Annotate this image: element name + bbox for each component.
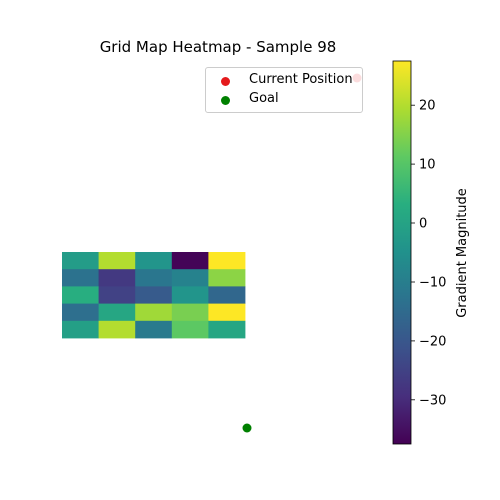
legend: Current Position Goal [205,67,363,113]
legend-item-goal: Goal [206,90,362,110]
heatmap-cell [98,252,136,270]
colorbar-ticks: 20 10 0 −10 −20 −30 [411,99,446,408]
heatmap-grid [62,252,246,339]
heatmap-cell [62,303,99,322]
colorbar-tick-label: −10 [419,276,446,291]
colorbar-gradient [392,60,412,445]
heatmap-cell [171,252,209,270]
heatmap-cell [208,252,246,270]
colorbar-tick-label: −30 [419,393,446,408]
heatmap-cell [135,286,173,304]
colorbar-label: Gradient Magnitude [455,188,470,318]
chart-title: Grid Map Heatmap - Sample 98 [100,38,337,56]
heatmap-cell [208,269,246,287]
heatmap-cell [135,320,173,339]
legend-label-current-position: Current Position [249,72,353,87]
heatmap-cell [171,303,209,322]
heatmap-cell [135,252,173,270]
legend-item-current-position: Current Position [206,71,362,91]
colorbar-tick-label: −20 [419,334,446,349]
heatmap-cell [98,269,136,287]
heatmap-cell [98,303,136,322]
legend-label-goal: Goal [249,91,279,106]
heatmap-cell [62,269,99,287]
green-dot-icon [221,96,230,105]
colorbar-tick-label: 20 [419,99,436,114]
heatmap-cell [62,252,99,270]
colorbar-tick-label: 0 [419,217,427,232]
colorbar: 20 10 0 −10 −20 −30 Gradient Magnitude [392,60,470,445]
heatmap-cell [135,303,173,322]
heatmap-cell [208,286,246,304]
colorbar-tick-label: 10 [419,158,436,173]
heatmap-cell [62,286,99,304]
heatmap-cell [98,320,136,339]
heatmap-cell [98,286,136,304]
heatmap-cell [208,320,246,339]
point-markers [242,73,362,433]
goal-marker [242,423,252,433]
heatmap-cell [62,320,99,339]
heatmap-cell [171,320,209,339]
heatmap-cell [171,269,209,287]
red-dot-icon [221,77,230,86]
heatmap-cell [135,269,173,287]
heatmap-cell [171,286,209,304]
heatmap-cell [208,303,246,322]
